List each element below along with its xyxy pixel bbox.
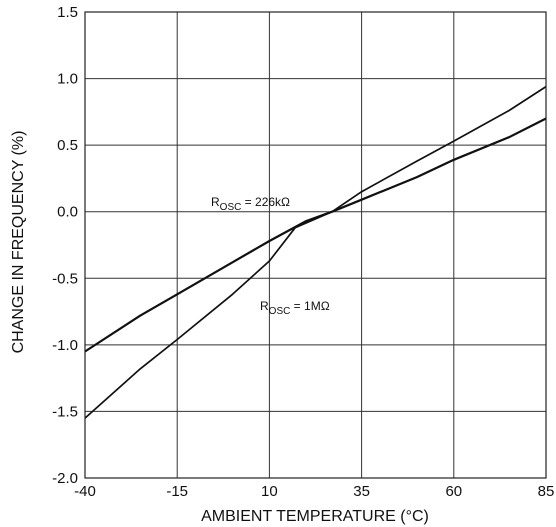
y-tick-label: 1.5 [57, 4, 78, 21]
x-tick-label: -15 [166, 483, 188, 500]
series-lines [84, 85, 547, 419]
x-tick-label: 10 [261, 483, 278, 500]
series-label-1m: ROSC = 1MΩ [260, 299, 330, 317]
series-line-1 [84, 85, 547, 419]
series-label-1m-sub: OSC [269, 306, 291, 317]
y-tick-label: 0.0 [57, 204, 78, 221]
series-label-1m-value: = 1MΩ [290, 299, 329, 313]
series-label-226k-sub: OSC [220, 202, 242, 213]
x-tick-label: 85 [538, 483, 555, 500]
y-tick-label: -2.0 [52, 470, 78, 487]
x-tick-labels: -40 -15 10 35 60 85 [74, 483, 554, 500]
y-axis-label: CHANGE IN FREQUENCY (%) [10, 131, 27, 354]
y-tick-label: -1.0 [52, 337, 78, 354]
y-tick-label: -0.5 [52, 270, 78, 287]
y-tick-labels: 1.5 1.0 0.5 0.0 -0.5 -1.0 -1.5 -2.0 [52, 4, 78, 487]
x-tick-label: 35 [353, 483, 370, 500]
series-label-226k-prefix: R [211, 195, 220, 209]
series-line-0 [84, 117, 547, 353]
plot-frame [84, 11, 547, 479]
series-label-226k: ROSC = 226kΩ [211, 195, 290, 213]
grid [85, 12, 546, 478]
y-tick-label: 1.0 [57, 71, 78, 88]
series-label-1m-prefix: R [260, 299, 269, 313]
x-axis-label: AMBIENT TEMPERATURE (°C) [201, 508, 429, 525]
series-label-226k-value: = 226kΩ [241, 195, 290, 209]
y-tick-label: 0.5 [57, 137, 78, 154]
x-tick-label: -40 [74, 483, 96, 500]
y-tick-label: -1.5 [52, 403, 78, 420]
x-tick-label: 60 [445, 483, 462, 500]
